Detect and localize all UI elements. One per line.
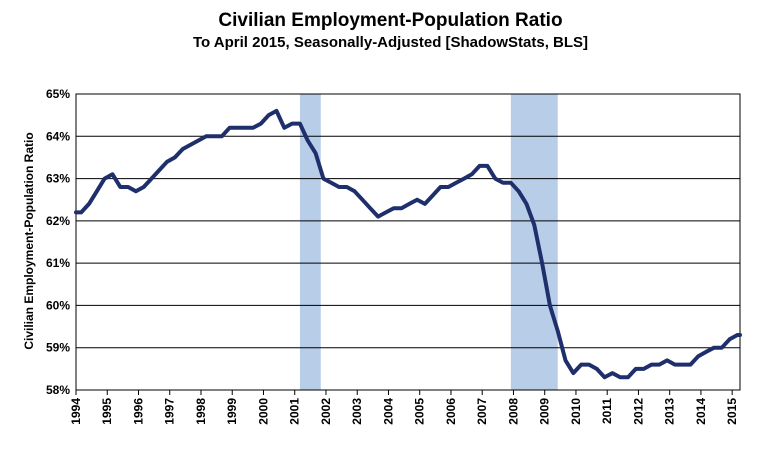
x-tick-label: 2004	[381, 398, 395, 425]
x-tick-label: 2002	[319, 398, 333, 425]
y-tick-label: 62%	[46, 214, 70, 228]
y-tick-label: 58%	[46, 383, 70, 397]
x-tick-label: 1999	[225, 398, 239, 425]
y-tick-label: 65%	[46, 87, 70, 101]
plot-frame	[75, 93, 741, 391]
x-tick-label: 2015	[725, 398, 739, 425]
x-tick-label: 2008	[506, 398, 520, 425]
x-tick-label: 2001	[288, 398, 302, 425]
x-tick-label: 2010	[569, 398, 583, 425]
series-line	[74, 108, 742, 380]
x-tick-label: 2006	[444, 398, 458, 425]
x-tick-label: 1998	[194, 398, 208, 425]
y-tick-label: 63%	[46, 172, 70, 186]
y-tick-label: 61%	[46, 256, 70, 270]
x-tick-label: 1997	[163, 398, 177, 425]
x-tick-label: 1995	[100, 398, 114, 425]
x-tick-label: 2013	[663, 398, 677, 425]
y-tick-label: 64%	[46, 129, 70, 143]
y-axis-label: Civilian Employment-Population Ratio	[22, 132, 36, 349]
x-tick-label: 2014	[694, 398, 708, 425]
recession-band-1	[299, 94, 321, 390]
x-tick-label: 1996	[131, 398, 145, 425]
x-tick-label: 2009	[538, 398, 552, 425]
x-tick-label: 2007	[475, 398, 489, 425]
y-tick-label: 60%	[46, 298, 70, 312]
x-tick-label: 1994	[69, 398, 83, 425]
x-tick-label: 2011	[600, 398, 614, 424]
y-tick-label: 59%	[46, 341, 70, 355]
x-tick-label: 2012	[631, 398, 645, 425]
chart-subtitle: To April 2015, Seasonally-Adjusted [Shad…	[192, 34, 589, 51]
recession-band-2	[510, 94, 558, 390]
x-tick-label: 2000	[256, 398, 270, 425]
x-tick-label: 2005	[413, 398, 427, 425]
x-tick-label: 2003	[350, 398, 364, 425]
chart-title: Civilian Employment-Population Ratio	[218, 10, 563, 31]
